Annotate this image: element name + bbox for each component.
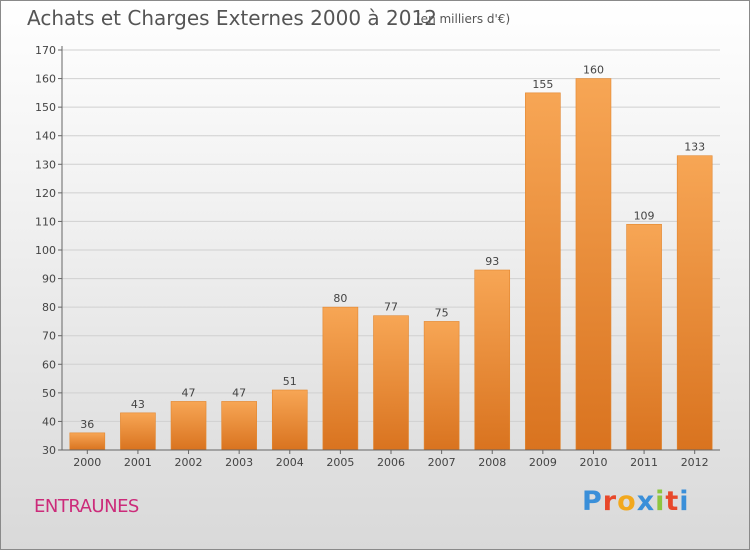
x-tick-label: 2010: [579, 456, 607, 469]
x-tick-label: 2002: [175, 456, 203, 469]
bar-value-label: 47: [232, 386, 246, 399]
bar[interactable]: [474, 269, 511, 451]
x-tick-label: 2004: [276, 456, 304, 469]
x-tick-label: 2003: [225, 456, 253, 469]
chart-title: Achats et Charges Externes 2000 à 2012: [27, 6, 437, 30]
bar[interactable]: [322, 306, 359, 451]
y-tick-label: 130: [35, 158, 56, 171]
bar[interactable]: [271, 389, 308, 451]
bar[interactable]: [423, 321, 460, 451]
proxiti-logo[interactable]: Proxiti: [582, 486, 690, 517]
bar[interactable]: [626, 223, 662, 451]
bar[interactable]: [69, 432, 106, 451]
y-tick-label: 100: [35, 244, 56, 257]
x-tick-label: 2006: [377, 456, 405, 469]
y-tick-label: 30: [42, 444, 56, 457]
x-tick-label: 2011: [630, 456, 658, 469]
axes: [58, 46, 720, 454]
bar-value-label: 155: [532, 78, 553, 91]
x-tick-label: 2012: [681, 456, 709, 469]
y-tick-label: 70: [42, 330, 56, 343]
y-tick-label: 80: [42, 301, 56, 314]
bar-value-label: 109: [634, 209, 655, 222]
y-tick-label: 150: [35, 101, 56, 114]
logo-letter: r: [602, 486, 618, 517]
bars: [69, 78, 713, 451]
y-tick-label: 170: [35, 44, 56, 57]
bar-value-label: 80: [333, 292, 347, 305]
bar-value-label: 133: [684, 141, 705, 154]
x-tick-label: 2000: [73, 456, 101, 469]
bar[interactable]: [373, 315, 409, 451]
commune-name: ENTRAUNES: [34, 496, 139, 517]
logo-letter: o: [617, 486, 637, 517]
bar-value-label: 47: [182, 386, 196, 399]
y-tick-label: 140: [35, 130, 56, 143]
logo-letter: t: [665, 486, 680, 517]
bar-value-label: 51: [283, 375, 297, 388]
bar-value-label: 43: [131, 398, 145, 411]
y-tick-label: 110: [35, 215, 56, 228]
bar-value-label: 77: [384, 301, 398, 314]
labels: 30 40 50 60 70 80 90 100 110 120 130 140 150 160 170 36…: [35, 44, 709, 469]
chart-subtitle: (en milliers d'€): [416, 12, 511, 26]
logo-letter: x: [636, 486, 656, 517]
x-tick-label: 2001: [124, 456, 152, 469]
x-tick-label: 2009: [529, 456, 557, 469]
bar[interactable]: [575, 78, 612, 451]
y-tick-label: 50: [42, 387, 56, 400]
logo-letter: i: [679, 486, 690, 517]
bar-value-label: 75: [435, 306, 449, 319]
bar[interactable]: [676, 155, 713, 451]
bar[interactable]: [221, 401, 257, 451]
y-tick-label: 40: [42, 415, 56, 428]
logo-letter: P: [582, 486, 603, 517]
y-tick-label: 120: [35, 187, 56, 200]
y-tick-label: 60: [42, 358, 56, 371]
bar-value-label: 36: [80, 418, 94, 431]
bar-value-label: 93: [485, 255, 499, 268]
bar[interactable]: [170, 401, 207, 451]
y-tick-label: 90: [42, 273, 56, 286]
x-tick-label: 2005: [326, 456, 354, 469]
y-tick-label: 160: [35, 73, 56, 86]
bar-value-label: 160: [583, 64, 604, 77]
logo-letter: i: [655, 486, 666, 517]
bar[interactable]: [525, 92, 561, 451]
x-tick-label: 2007: [428, 456, 456, 469]
x-tick-label: 2008: [478, 456, 506, 469]
bar[interactable]: [120, 412, 156, 451]
